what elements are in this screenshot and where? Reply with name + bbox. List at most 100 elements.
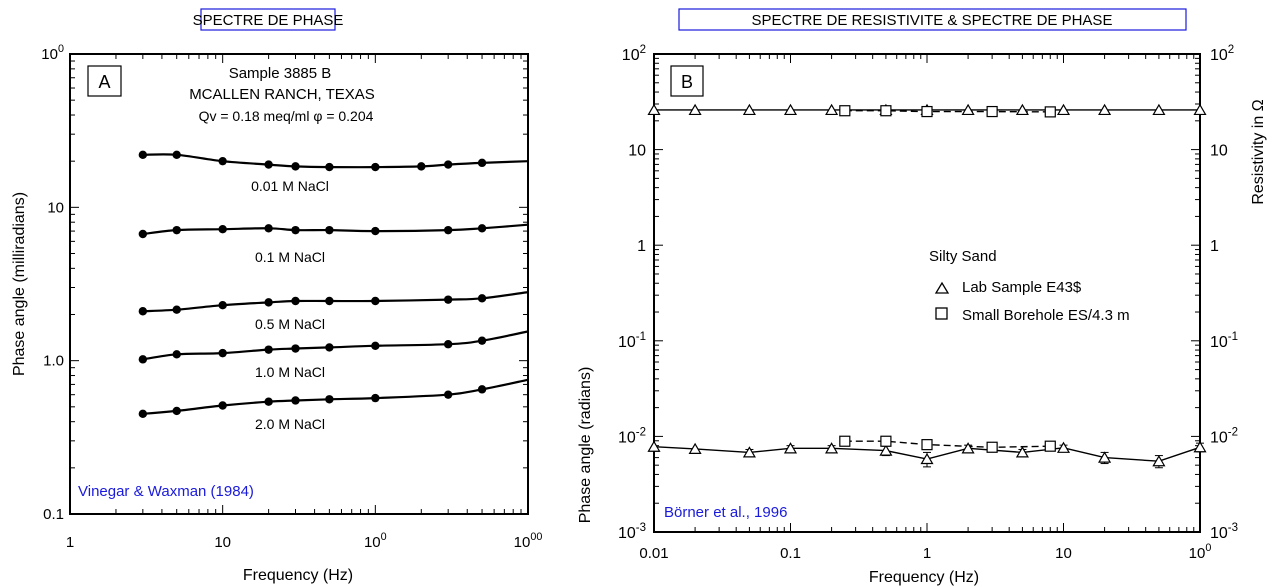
panel-b-triangle-point	[1015, 446, 1029, 458]
panel-b-square-point	[880, 105, 892, 117]
panel-b-y-axis-label-left: Phase angle (radians)	[577, 367, 594, 524]
panel-b-square-point	[921, 439, 933, 451]
panel-a-data-point	[264, 160, 273, 169]
panel-a-y-axis-label: Phase angle (milliradians)	[11, 192, 28, 376]
panel-b-square-point	[1044, 440, 1056, 452]
panel-a-data-point	[325, 225, 334, 235]
series-label-2-0m: 2.0 M NaCl	[255, 416, 325, 432]
panel-a-label: A	[98, 72, 110, 92]
legend-lab-sample: Lab Sample E43$	[962, 279, 1082, 296]
panel-b-triangle-point	[879, 444, 893, 456]
panel-a-data-point	[371, 341, 380, 351]
panel-b-triangle-point	[1193, 441, 1207, 453]
panel-b-y-tick-label-right: 10	[1210, 143, 1228, 160]
series-label-0-01m: 0.01 M NaCl	[251, 178, 329, 194]
panel-b-triangle-point	[1056, 441, 1071, 453]
panel-b-title-box	[678, 8, 1187, 31]
panel-b-y-tick-label-right: 102	[1210, 44, 1234, 64]
panel-a-data-point	[417, 162, 426, 171]
annotation-location: MCALLEN RANCH, TEXAS	[189, 86, 375, 103]
panel-b-y-tick-label: 10-1	[618, 331, 646, 351]
panel-b-triangle-point	[1193, 103, 1207, 116]
panel-a-data-point	[138, 150, 148, 160]
panel-a-data-point	[218, 156, 227, 166]
panel-a-data-point	[264, 298, 273, 307]
panel-a-data-point	[443, 340, 453, 349]
panel-b: SPECTRE DE RESISTIVITE & SPECTRE DE PHAS…	[577, 8, 1267, 586]
legend-triangle-marker	[934, 281, 950, 294]
panel-b-x-tick-label: 10	[1055, 545, 1072, 562]
panel-a-data-point	[325, 395, 334, 404]
series-label-1-0m: 1.0 M NaCl	[255, 364, 325, 380]
panel-b-y-tick-label: 1	[637, 238, 646, 255]
panel-b-triangle-point	[961, 442, 975, 454]
panel-a-y-tick-label: 0.1	[43, 506, 64, 523]
panel-a-data-point	[477, 158, 487, 168]
panel-b-square-point	[986, 441, 998, 453]
panel-b-y-tick-label: 102	[622, 44, 646, 64]
panel-b-label-box	[670, 65, 704, 97]
panel-a-data-point	[477, 336, 487, 345]
panel-b-series-lines	[653, 109, 1204, 469]
panel-b-triangle-point	[688, 103, 702, 116]
panel-b-ticks: 0.01 0.1 1 10 10010-310-210-111010210-310-21…	[618, 44, 1238, 562]
panel-a-x-axis-label: Frequency (Hz)	[243, 567, 353, 584]
panel-a-data-point	[138, 307, 148, 316]
panel-b-square-point	[986, 105, 998, 118]
panel-a-data-point	[325, 343, 334, 352]
panel-b-y-tick-label: 10-3	[618, 522, 646, 542]
citation-borner: Börner et al., 1996	[664, 504, 787, 521]
panel-b-triangle-point	[742, 103, 756, 116]
panel-b-label: B	[681, 72, 693, 92]
panel-a-title: SPECTRE DE PHASE	[193, 12, 344, 29]
panel-a-data-point	[218, 301, 227, 310]
panel-a-data-point	[138, 409, 148, 419]
panel-a-data-point	[477, 385, 487, 394]
panel-a-x-tick-label: 1	[66, 534, 74, 551]
panel-b-triangle-point	[1098, 451, 1112, 463]
panel-b-triangle-point	[1056, 103, 1071, 116]
panel-a-data-point	[443, 160, 453, 169]
panel-b-triangle-point	[783, 442, 798, 454]
panel-a-data-point	[138, 355, 148, 364]
panel-a-data-point	[218, 348, 227, 358]
panel-a-data-point	[291, 396, 300, 405]
panel-a-data-point	[371, 162, 380, 172]
panel-a-data-point	[443, 390, 453, 399]
panel-a-series-line-0	[142, 153, 529, 169]
panel-b-square-point	[921, 105, 933, 118]
panel-a-data-point	[443, 295, 453, 304]
citation-vinegar-waxman: Vinegar & Waxman (1984)	[78, 483, 254, 500]
panel-b-y-tick-label: 10-2	[618, 426, 646, 446]
panel-a-x-tick-label: 1000	[514, 531, 543, 551]
panel-b-square-point	[880, 435, 892, 447]
panel-b-triangle-point	[742, 446, 756, 458]
legend-square-marker	[935, 307, 948, 320]
panel-b-x-axis-label: Frequency (Hz)	[869, 569, 979, 586]
panel-a: SPECTRE DE PHASE 1 10 100 1000 0.1 1.0 10 100 A…	[11, 8, 543, 584]
panel-a-data-point	[371, 226, 380, 236]
panel-b-triangle-point	[1152, 455, 1166, 467]
panel-b-title: SPECTRE DE RESISTIVITE & SPECTRE DE PHAS…	[752, 12, 1113, 29]
panel-a-series-line-2	[142, 291, 529, 313]
panel-b-square-point	[1044, 106, 1056, 118]
panel-a-data-point	[477, 294, 487, 303]
panel-b-y-tick-label-right: 10-3	[1210, 522, 1238, 542]
panel-a-data-point	[218, 225, 227, 234]
panel-b-triangle-point	[1098, 103, 1112, 116]
panel-a-data-point	[291, 225, 300, 235]
panel-a-y-tick-label: 10	[47, 199, 64, 216]
panel-a-data-point	[477, 224, 487, 233]
panel-a-x-tick-label: 10	[214, 534, 231, 551]
panel-b-series-line-3	[844, 440, 1051, 449]
panel-a-data-point	[264, 397, 273, 406]
panel-b-triangle-point	[825, 442, 839, 454]
legend-small-borehole: Small Borehole ES/4.3 m	[962, 307, 1130, 324]
panel-b-points	[647, 103, 1207, 467]
panel-b-x-tick-label: 1	[923, 545, 931, 562]
panel-b-y-axis-label-right: Resistivity in Ω	[1250, 99, 1267, 204]
panel-a-title-box	[200, 8, 336, 31]
panel-a-data-point	[172, 350, 181, 359]
panel-a-data-point	[264, 224, 273, 233]
